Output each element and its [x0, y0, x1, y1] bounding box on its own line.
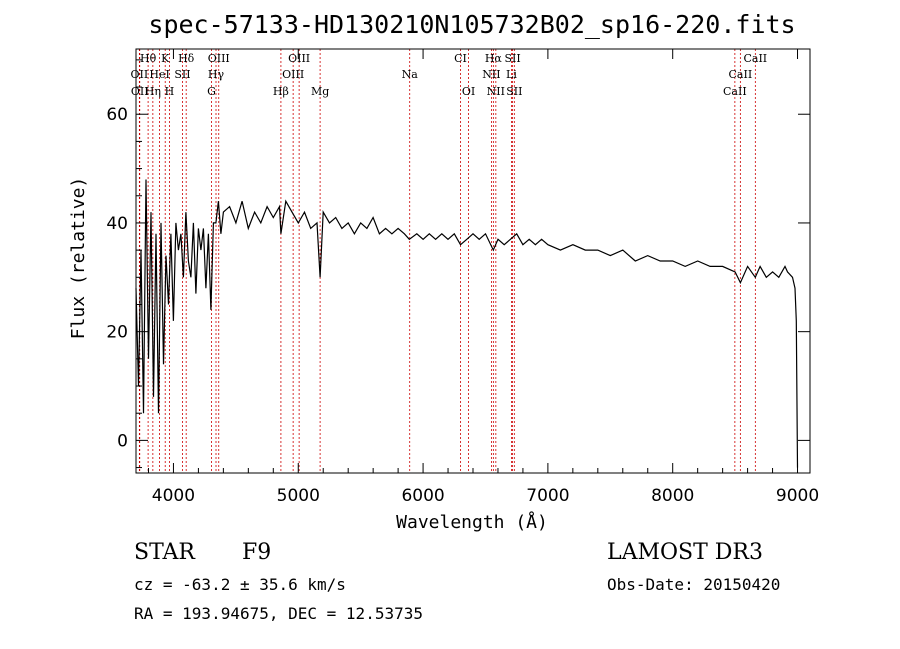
- emission-line-label: CI: [454, 52, 467, 65]
- emission-line-label: CaII: [723, 85, 747, 98]
- x-tick-label: 8000: [651, 486, 694, 506]
- emission-line-label: Mg: [311, 85, 329, 98]
- emission-line-label: CaII: [743, 52, 767, 65]
- emission-line-label: NII: [487, 85, 505, 98]
- redshift-text: cz = -63.2 ± 35.6 km/s: [134, 575, 346, 594]
- x-tick-label: 4000: [152, 486, 195, 506]
- spectrum-chart: spec-57133-HD130210N105732B02_sp16-220.f…: [68, 10, 819, 533]
- emission-line-label: Hθ: [140, 52, 157, 65]
- emission-line-label: Li: [506, 68, 517, 81]
- emission-line-label: NII: [482, 68, 500, 81]
- spectrum-line: [135, 179, 799, 468]
- emission-line-label: SII: [504, 52, 520, 65]
- y-axis-ticks: 0 20 40 60: [106, 59, 810, 469]
- emission-line-label: OII: [131, 85, 149, 98]
- coordinates-text: RA = 193.94675, DEC = 12.53735: [134, 604, 423, 623]
- observation-date: Obs-Date: 20150420: [607, 575, 781, 594]
- emission-line-label: HeI: [149, 68, 169, 81]
- emission-line-label: SII: [506, 85, 522, 98]
- plot-frame: [135, 48, 811, 474]
- emission-line-label: Na: [402, 68, 419, 81]
- emission-line-label: OIII: [282, 68, 304, 81]
- emission-line-label: OI: [462, 85, 475, 98]
- x-axis-ticks: 4000 5000 6000 7000 8000 9000: [147, 49, 819, 506]
- y-axis-label: Flux (relative): [68, 177, 89, 340]
- emission-line-label: Hβ: [273, 85, 289, 98]
- emission-line-label: Hδ: [178, 52, 195, 65]
- emission-line-label: CaII: [729, 68, 753, 81]
- emission-line-label: SII: [174, 68, 190, 81]
- object-class: STAR: [134, 540, 195, 565]
- x-tick-label: 5000: [277, 486, 320, 506]
- emission-line-label: K: [161, 52, 170, 65]
- x-axis-label: Wavelength (Å): [396, 511, 548, 533]
- emission-line-label: Hγ: [208, 68, 225, 81]
- y-tick-label: 60: [106, 105, 128, 125]
- emission-line-label: Hη: [145, 85, 161, 98]
- emission-line-label: H: [165, 85, 175, 98]
- chart-title: spec-57133-HD130210N105732B02_sp16-220.f…: [148, 10, 795, 39]
- x-tick-label: 6000: [401, 486, 444, 506]
- y-tick-label: 0: [117, 431, 128, 451]
- emission-line-label: Hα: [485, 52, 503, 65]
- emission-line-label: OIII: [288, 52, 310, 65]
- x-tick-label: 9000: [776, 486, 819, 506]
- x-tick-label: 7000: [526, 486, 569, 506]
- y-tick-label: 20: [106, 323, 128, 343]
- survey-name: LAMOST DR3: [607, 540, 763, 565]
- emission-line-label: OII: [131, 68, 149, 81]
- object-subclass: F9: [242, 540, 272, 565]
- emission-line-label: G: [207, 85, 216, 98]
- emission-line-label: OIII: [208, 52, 230, 65]
- y-tick-label: 40: [106, 214, 128, 234]
